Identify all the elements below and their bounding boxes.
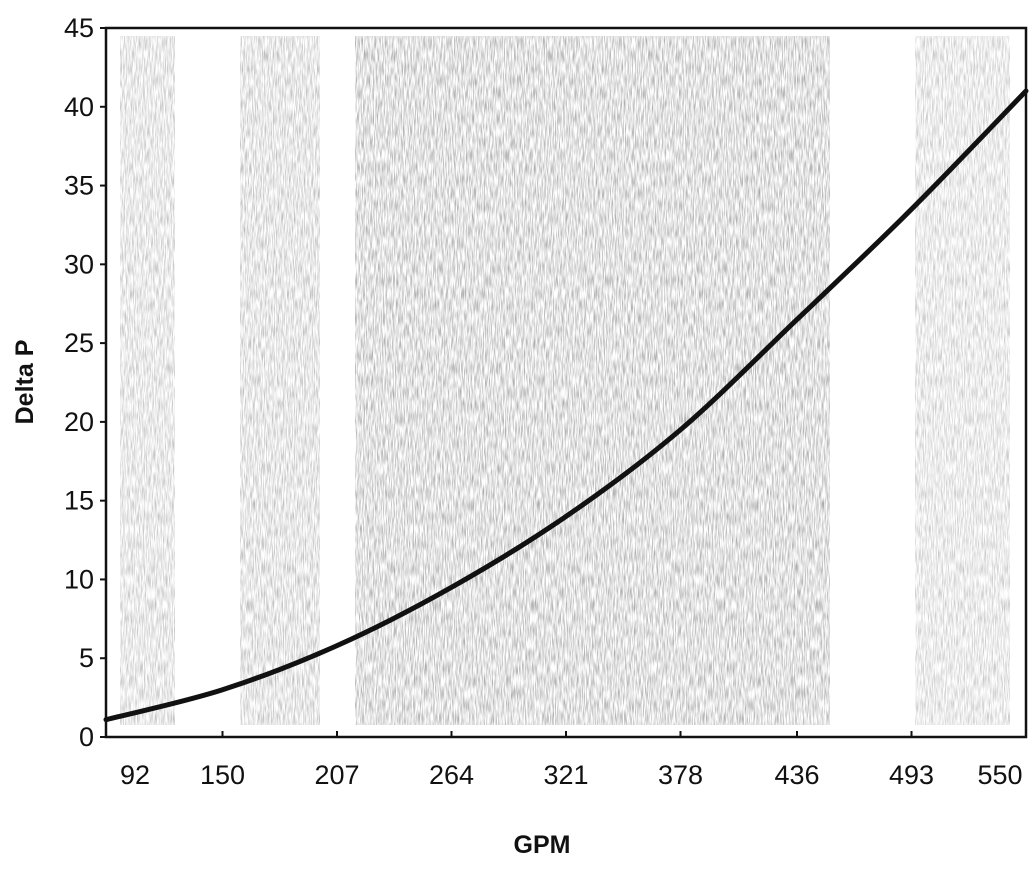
y-tick-label: 15: [64, 486, 94, 516]
x-tick-label: 436: [774, 760, 819, 790]
y-tick-label: 40: [64, 92, 94, 122]
x-tick-label: 378: [658, 760, 703, 790]
y-tick-label: 20: [64, 407, 94, 437]
halftone-band: [915, 36, 1010, 725]
delta-p-curve: [103, 88, 1029, 723]
x-tick-label: 207: [314, 760, 359, 790]
halftone-band: [355, 36, 830, 725]
y-tick-label: 35: [64, 171, 94, 201]
halftone-band: [120, 36, 175, 725]
y-tick-label: 45: [64, 13, 94, 43]
halftone-background: [120, 36, 1010, 725]
y-tick-label: 30: [64, 249, 94, 279]
x-axis: 92 150 207 264 321 378 436 493 550: [105, 731, 1027, 790]
x-tick-label: 92: [120, 760, 150, 790]
x-tick-label: 264: [429, 760, 474, 790]
y-axis-title: Delta P: [11, 340, 39, 425]
x-tick-label: 550: [977, 760, 1022, 790]
y-tick-label: 0: [79, 722, 94, 752]
x-tick-label: 493: [889, 760, 934, 790]
x-tick-label: 321: [543, 760, 588, 790]
halftone-band: [240, 36, 320, 725]
y-axis: 0 5 10 15 20 25 30 35 40 45: [64, 13, 106, 752]
y-tick-label: 5: [79, 643, 94, 673]
y-tick-label: 25: [64, 328, 94, 358]
y-tick-label: 10: [64, 564, 94, 594]
x-tick-label: 150: [200, 760, 245, 790]
x-axis-title: GPM: [514, 831, 571, 859]
